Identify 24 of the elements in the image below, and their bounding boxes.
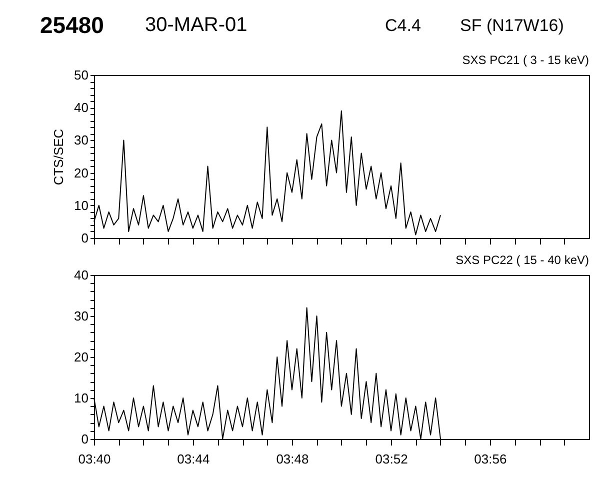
line-series xyxy=(94,110,441,236)
y-tick-label: 10 xyxy=(74,198,88,213)
x-tick-label: 03:48 xyxy=(276,452,309,466)
y-tick-label: 40 xyxy=(74,268,88,282)
text: 30-MAR-01 xyxy=(145,14,248,37)
chart-title: SXS PC22 ( 15 - 40 keV) xyxy=(456,253,589,267)
y-axis-title: CTS/SEC xyxy=(51,128,66,186)
x-tick-label: 03:52 xyxy=(375,452,408,466)
y-tick-label: 0 xyxy=(81,230,88,246)
y-tick-label: 0 xyxy=(81,432,88,446)
y-tick-label: 20 xyxy=(74,165,88,180)
y-tick-label: 10 xyxy=(74,390,88,406)
x-tick-label: 03:40 xyxy=(78,452,111,466)
y-tick-label: 30 xyxy=(74,132,88,148)
x-tick-label: 03:44 xyxy=(177,452,210,466)
x-tick-label: 03:56 xyxy=(474,452,507,466)
y-tick-label: 20 xyxy=(74,350,88,364)
y-tick-label: 30 xyxy=(74,308,88,324)
text: 25480 xyxy=(40,12,104,39)
text: C4.4 xyxy=(385,16,421,36)
chart-title: SXS PC21 ( 3 - 15 keV) xyxy=(462,53,589,67)
y-tick-label: 50 xyxy=(74,68,88,82)
text: SF (N17W16) xyxy=(460,16,564,36)
y-tick-label: 40 xyxy=(74,100,88,116)
